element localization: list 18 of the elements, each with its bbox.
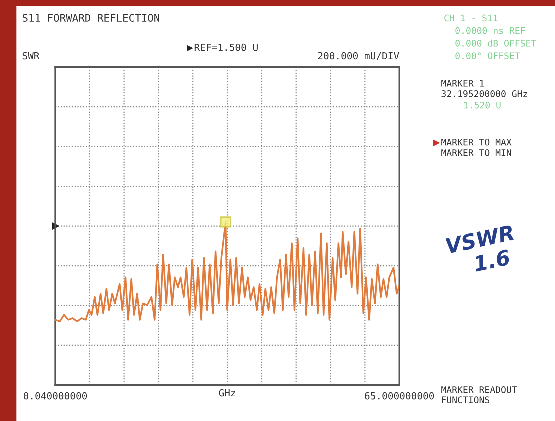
chart-title: S11 FORWARD REFLECTION bbox=[22, 14, 160, 22]
text: SWR bbox=[22, 52, 40, 60]
text: MARKER READOUT FUNCTIONS bbox=[442, 386, 518, 404]
text: 32.195200000 GHz bbox=[442, 90, 528, 98]
text: REF=1.500 U bbox=[194, 44, 258, 52]
text: 200.000 mU/DIV bbox=[318, 52, 400, 60]
text: 0.00° OFFSET bbox=[456, 52, 520, 60]
x-tick-label: 65.000000000 bbox=[365, 392, 434, 400]
text: 0.0000 ns REF bbox=[456, 27, 526, 34]
text: MARKER TO MAX bbox=[442, 138, 512, 146]
text: MARKER TO MIN bbox=[442, 149, 512, 156]
text: VSWR 1.6 bbox=[446, 224, 514, 272]
text: MARKER 1 bbox=[442, 80, 484, 87]
text: 1.520 U bbox=[464, 102, 501, 109]
x-tick-label: 0.040000000 bbox=[24, 392, 88, 400]
x-axis-title: GHz bbox=[219, 389, 236, 397]
text: 0.000 dB OFFSET bbox=[456, 40, 536, 47]
text: CH 1 - S11 bbox=[444, 14, 498, 22]
